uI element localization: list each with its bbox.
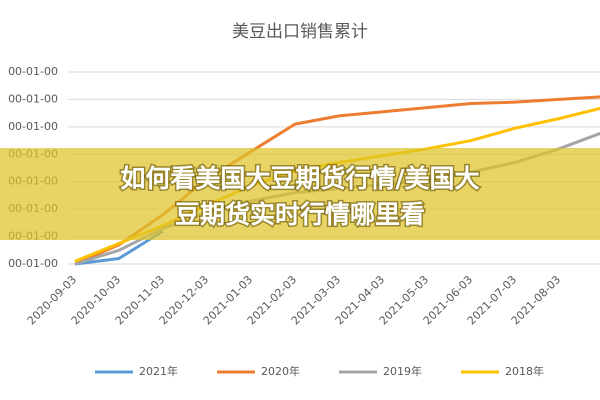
chart-title: 美豆出口销售累计 [232,22,368,42]
y-tick-label: 00-01-00 [8,65,58,78]
overlay-banner [0,148,600,240]
legend-label: 2018年 [505,364,544,378]
y-tick-label: 00-01-00 [8,120,58,133]
y-tick-label: 00-01-00 [8,257,58,270]
overlay-text: 如何看美国大豆期货行情/美国大 [120,164,479,193]
y-tick-label: 00-01-00 [8,92,58,105]
legend-label: 2021年 [139,364,178,378]
overlay-text: 豆期货实时行情哪里看 [175,200,425,229]
series-line [74,229,164,266]
legend-label: 2019年 [383,364,422,378]
legend-label: 2020年 [261,364,300,378]
